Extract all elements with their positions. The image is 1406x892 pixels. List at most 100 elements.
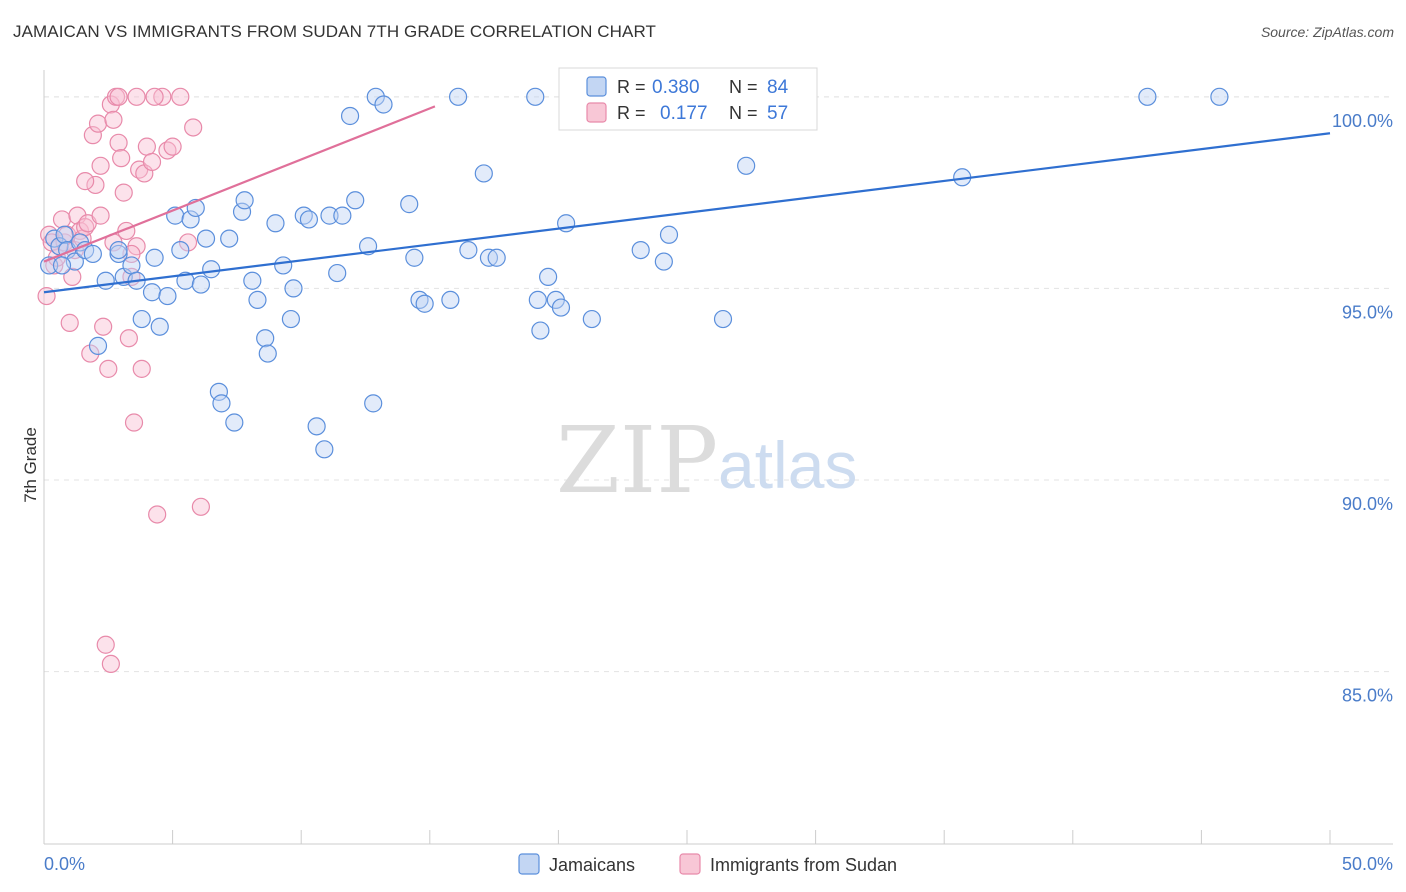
sudan-point <box>119 329 138 348</box>
jamaicans-point <box>366 87 385 106</box>
legend-r-label-jamaicans: R = <box>617 77 646 97</box>
sudan-point <box>104 110 123 129</box>
jamaicans-point <box>487 248 506 267</box>
sudan-point <box>88 114 108 133</box>
sudan-point <box>91 206 110 225</box>
jamaicans-point <box>248 290 267 310</box>
jamaicans-point <box>315 440 334 459</box>
sudan-point <box>137 137 156 156</box>
sudan-point <box>112 149 131 168</box>
sudan-point <box>184 118 203 137</box>
jamaicans-point <box>55 225 74 244</box>
axes <box>43 70 1393 845</box>
sudan-point <box>99 359 118 378</box>
watermark-zip: ZIP <box>556 407 718 514</box>
sudan-point <box>124 413 144 432</box>
jamaicans-point <box>528 290 547 310</box>
legend-n-value-jamaicans: 84 <box>767 77 789 98</box>
trend-lines <box>43 105 1331 294</box>
jamaicans-point <box>340 106 360 126</box>
jamaicans-point <box>243 271 262 290</box>
sudan-point <box>114 183 133 202</box>
jamaicans-point <box>150 317 169 336</box>
series-sudan-points <box>37 87 210 674</box>
sudan-point <box>76 172 95 191</box>
jamaicans-point <box>281 309 301 329</box>
jamaicans-point <box>225 413 244 432</box>
bottom-legend: Jamaicans Immigrants from Sudan <box>518 853 897 875</box>
jamaicans-point <box>654 252 673 271</box>
jamaicans-point <box>266 214 285 233</box>
y-tick-labels: 85.0% 90.0% 95.0% 100.0% <box>1332 111 1393 706</box>
source-label: Source: ZipAtlas.com <box>1260 24 1394 40</box>
sudan-point <box>191 497 210 516</box>
jamaicans-point <box>441 290 460 310</box>
jamaicans-point <box>539 267 558 287</box>
watermark-atlas: atlas <box>718 428 857 502</box>
jamaicans-trend-line <box>43 132 1331 294</box>
jamaicans-point <box>631 240 650 260</box>
jamaicans-point <box>320 206 339 225</box>
y-tick-label-2: 95.0% <box>1342 302 1393 322</box>
sudan-point <box>153 87 172 106</box>
jamaicans-point <box>328 263 347 283</box>
jamaicans-point <box>333 206 352 225</box>
jamaicans-point <box>96 271 115 290</box>
jamaicans-point <box>109 240 128 260</box>
jamaicans-point <box>171 240 190 260</box>
jamaicans-point <box>1138 87 1157 106</box>
jamaicans-point <box>299 210 319 229</box>
sudan-point <box>178 233 198 252</box>
legend-n-label-jamaicans: N = <box>729 77 758 97</box>
jamaicans-point <box>474 164 493 183</box>
sudan-point <box>109 87 128 106</box>
jamaicans-point <box>232 202 252 221</box>
jamaicans-point <box>307 417 326 436</box>
sudan-point <box>171 87 190 106</box>
jamaicans-point <box>713 309 733 329</box>
sudan-point <box>63 267 82 287</box>
sudan-point <box>86 175 105 195</box>
sudan-point <box>142 152 162 172</box>
jamaicans-point <box>374 95 393 114</box>
jamaicans-point <box>88 336 108 355</box>
jamaicans-point <box>181 210 200 229</box>
bottom-legend-swatch-jamaicans <box>518 853 540 875</box>
jamaicans-point <box>142 283 162 302</box>
legend-swatch-sudan <box>586 102 607 123</box>
sudan-point <box>52 210 72 229</box>
chart-title: JAMAICAN VS IMMIGRANTS FROM SUDAN 7TH GR… <box>13 22 657 41</box>
bottom-legend-label-jamaicans: Jamaicans <box>549 855 635 875</box>
jamaicans-point <box>212 394 231 413</box>
jamaicans-point <box>158 286 177 306</box>
jamaicans-point <box>400 195 419 214</box>
jamaicans-point <box>220 229 239 248</box>
sudan-point <box>148 505 167 524</box>
bottom-legend-swatch-sudan <box>679 853 701 875</box>
jamaicans-point <box>145 248 164 267</box>
sudan-point <box>83 126 102 145</box>
y-tick-label-1: 90.0% <box>1342 494 1393 514</box>
jamaicans-point <box>551 298 571 317</box>
jamaicans-point <box>479 248 499 267</box>
sudan-point <box>127 87 146 106</box>
sudan-point <box>81 344 100 363</box>
legend-r-label-sudan: R = <box>617 103 646 123</box>
jamaicans-point <box>83 244 102 264</box>
jamaicans-point <box>1210 87 1229 106</box>
jamaicans-point <box>659 225 679 244</box>
jamaicans-point <box>364 394 383 413</box>
jamaicans-point <box>122 256 141 275</box>
jamaicans-point <box>132 309 151 329</box>
jamaicans-point <box>274 256 293 275</box>
jamaicans-point <box>258 344 277 363</box>
y-tick-label-0: 85.0% <box>1342 686 1393 706</box>
series-jamaicans-points <box>40 87 1229 459</box>
jamaicans-point <box>202 260 221 279</box>
jamaicans-point <box>284 279 303 298</box>
jamaicans-point <box>191 275 210 294</box>
jamaicans-point <box>405 248 424 267</box>
legend-n-value-sudan: 57 <box>767 103 788 124</box>
y-tick-label-3: 100.0% <box>1332 111 1393 131</box>
